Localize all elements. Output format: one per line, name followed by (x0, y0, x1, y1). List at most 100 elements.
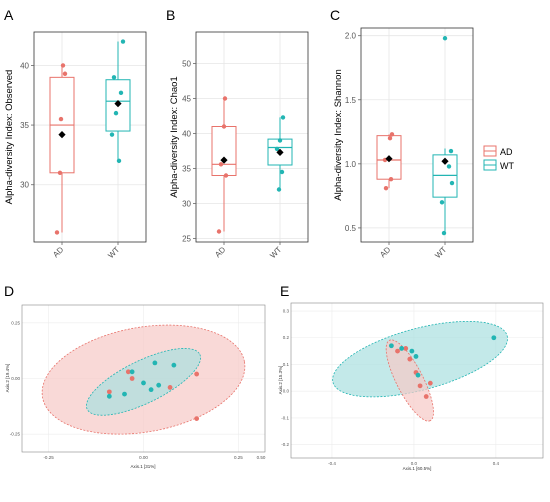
panel-d-point-wt-7 (171, 362, 177, 368)
panel-e-point-wt-8 (399, 346, 405, 351)
panel-e-marks (332, 320, 508, 422)
panel-d-border (21, 304, 266, 453)
panel-c-point-wt-5 (441, 230, 447, 236)
panel-b-point-ad-1 (221, 124, 227, 129)
panel-c-xtick-label-ad: AD (378, 245, 392, 259)
panel-e-point-ad-0 (395, 348, 400, 354)
panel-d-xtick-label-2: 0.25 (234, 455, 243, 460)
panel-e-point-ad-5 (427, 380, 433, 386)
panel-e-ytick-label-3: 0.0 (283, 389, 290, 394)
panel-b-point-wt-3 (279, 169, 285, 175)
panel-b-ytick-label-3: 40 (182, 130, 191, 139)
panel-b-point-wt-1 (277, 138, 283, 143)
panel-d-xtick-label-3: 0.50 (257, 455, 266, 460)
panel-e-xtick-label-2: 0.4 (493, 461, 500, 466)
panel-c-background (361, 28, 473, 242)
panel-b-box-ad (211, 126, 237, 176)
panel-e-point-ad-1 (403, 346, 409, 351)
panel-a-xtick-label-ad: AD (51, 245, 65, 259)
panel-d-ytick-label-1: 0.00 (11, 376, 20, 381)
panel-c-mean-ad (385, 155, 393, 163)
panel-a-point-wt-3 (113, 110, 119, 116)
panel-b-point-ad-3 (223, 173, 229, 178)
panel-b-ytick-label-4: 45 (182, 95, 191, 104)
panel-d-ytick-label-2: -0.25 (10, 432, 21, 437)
panel-e-point-ad-6 (423, 394, 429, 399)
panel-b-point-wt-0 (280, 115, 286, 120)
panel-e-ellipse-wt (332, 320, 508, 398)
panel-a-boxplot: 30 35 40 AD WT Alpha-diversity Index: Observ… (4, 31, 147, 260)
panel-label-b: B (166, 7, 175, 23)
panel-e-ytick-label-5: -0.2 (281, 442, 289, 447)
panel-c-ytick-label-0: 0.5 (345, 224, 357, 233)
panel-c-marks (376, 36, 458, 236)
panel-d-marks (41, 324, 246, 435)
panel-d-point-wt-12 (122, 391, 127, 397)
panel-label-c: C (330, 7, 340, 23)
panel-d-ylabel: Axis.2 [19.4%] (5, 364, 10, 393)
panel-d-point-ad-4 (194, 371, 200, 377)
panel-e-xtick-label-0: -0.4 (328, 461, 336, 466)
panel-a-mean-ad (58, 131, 66, 139)
panel-c-ytick-label-2: 1.5 (345, 96, 357, 105)
panel-a-point-wt-2 (118, 90, 124, 96)
panel-d-point-ad-2 (106, 389, 112, 395)
panel-c-xtick-label-wt: WT (433, 245, 448, 260)
panel-b-mean-ad (220, 156, 228, 164)
panel-e-ylabel: Axis.2 [15.3%] (278, 366, 283, 395)
panel-b-point-wt-2 (274, 146, 280, 152)
panel-label-a: A (4, 7, 14, 23)
panel-e-ytick-label-2: 0.1 (283, 362, 290, 367)
panel-a-ylabel: Alpha-diversity Index: Observed (4, 70, 15, 205)
panel-a-point-ad-3 (57, 170, 63, 175)
panel-a-ytick-label-2: 40 (20, 61, 29, 70)
panel-e-ytick-label-0: 0.3 (283, 309, 290, 314)
panel-a-point-wt-4 (109, 132, 115, 137)
panel-c-point-ad-3 (388, 177, 394, 182)
panel-d-ytick-label-0: 0.25 (11, 320, 20, 325)
panel-e-ytick-label-1: 0.2 (283, 335, 290, 340)
legend-label-wt: WT (500, 161, 514, 171)
panel-a-mean-wt (114, 99, 122, 108)
panel-b-mean-wt (276, 148, 284, 156)
panel-e-point-wt-7 (388, 343, 394, 349)
panel-c-point-ad-0 (389, 132, 395, 137)
panel-d-point-ad-0 (125, 369, 131, 375)
legend: AD WT (483, 145, 514, 171)
panel-b-ytick-label-5: 50 (182, 60, 191, 69)
panel-b-point-ad-0 (222, 96, 228, 101)
panel-c-point-wt-1 (448, 148, 454, 154)
panel-b-marks (211, 96, 293, 234)
panel-b-border (195, 31, 309, 243)
panel-b-ytick-label-2: 35 (182, 165, 191, 174)
panel-e-ordination: -0.4 0.0 0.4 0.3 0.2 0.1 0.0 -0.1 -0.2 Axis.1 [6… (278, 302, 544, 471)
panel-c-boxplot: 0.5 1.0 1.5 2.0 AD WT Alpha-diversity Index: … (333, 27, 474, 260)
panel-e-ticks: -0.4 0.0 0.4 0.3 0.2 0.1 0.0 -0.1 -0.2 (281, 309, 499, 466)
panel-c-point-wt-3 (449, 180, 455, 186)
panel-c-ytick-label-1: 1.0 (345, 160, 357, 169)
panel-a-border (33, 31, 147, 243)
panel-c-mean-wt (441, 157, 449, 165)
panel-d-xtick-label-0: -0.25 (43, 455, 54, 460)
panel-c-ytick-label-3: 2.0 (345, 32, 357, 41)
panel-e-point-wt-11 (415, 372, 421, 378)
panel-a-xtick-label-wt: WT (106, 245, 121, 260)
panel-d-point-wt-10 (156, 382, 162, 388)
panel-e-xlabel: Axis.1 [60.5%] (403, 466, 432, 471)
panel-e-point-wt-10 (413, 354, 419, 359)
panel-b-point-ad-4 (216, 229, 222, 234)
panel-b-xtick-label-wt: WT (268, 245, 283, 260)
panel-d-point-ad-3 (167, 385, 173, 390)
legend-label-ad: AD (500, 147, 513, 157)
panel-d-ticks: -0.25 0.00 0.25 0.50 0.25 0.00 -0.25 (10, 320, 266, 460)
legend-item-ad: AD (483, 145, 513, 157)
panel-a-point-wt-5 (116, 158, 122, 164)
panel-c-point-wt-2 (446, 164, 452, 169)
panel-e-point-wt-12 (491, 335, 497, 341)
panel-d-point-wt-8 (129, 369, 135, 375)
panel-e-point-ad-4 (417, 383, 423, 389)
panel-a-point-ad-0 (60, 63, 66, 68)
panel-b-ytick-label-1: 30 (182, 200, 191, 209)
panel-c-point-wt-0 (442, 36, 448, 41)
